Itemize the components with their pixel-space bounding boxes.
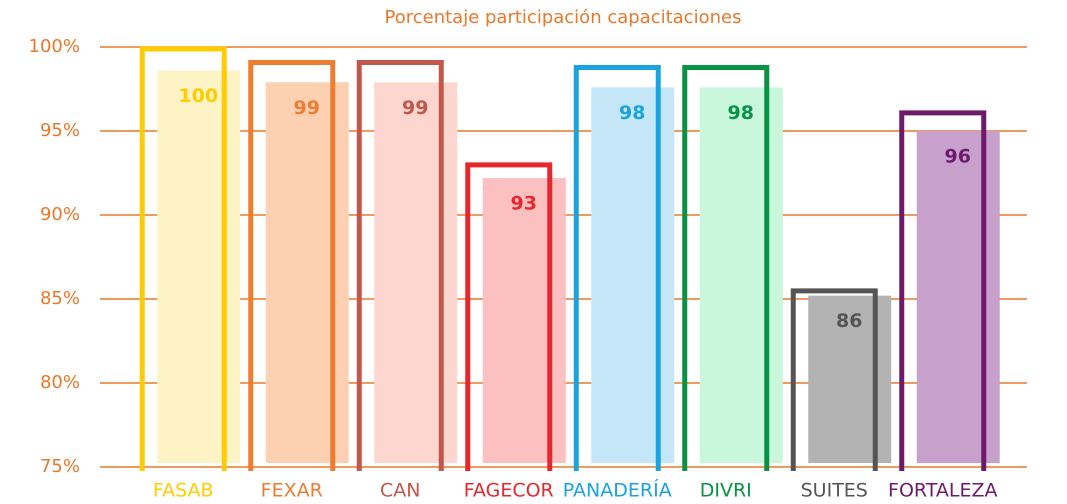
bar-fill [265, 82, 349, 463]
bar-fill [916, 131, 1000, 463]
bar-fill [699, 87, 783, 463]
bar-fill [157, 70, 241, 464]
x-tick-label: SUITES [801, 480, 868, 502]
data-label: 99 [402, 97, 428, 119]
y-tick-label: 75% [40, 456, 80, 477]
bar-outline [356, 59, 444, 471]
y-tick-label: 95% [40, 120, 80, 141]
bar-outline [573, 64, 661, 471]
data-label: 96 [945, 146, 971, 168]
data-label: 99 [294, 97, 320, 119]
bar-fill [482, 178, 566, 464]
bar-outline [682, 64, 770, 471]
y-tick-label: 85% [40, 288, 80, 309]
chart-title: Porcentaje participación capacitaciones [385, 7, 742, 28]
data-label: 93 [511, 193, 537, 215]
bar-outline [139, 46, 227, 471]
bar-fill [374, 82, 458, 463]
bar-outline [899, 110, 987, 471]
x-tick-label: FAGECOR [464, 480, 554, 502]
data-label: 98 [728, 102, 754, 124]
bar-outline [248, 59, 336, 471]
bar-outline [465, 162, 553, 471]
y-tick-label: 100% [29, 36, 80, 57]
y-tick-label: 90% [40, 204, 80, 225]
bar-fill [591, 87, 675, 463]
data-label: 100 [178, 85, 218, 107]
x-tick-label: FORTALEZA [888, 480, 997, 502]
data-label: 86 [836, 310, 862, 332]
bar-outline [790, 288, 878, 471]
x-tick-label: PANADERÍA [563, 479, 672, 502]
x-tick-label: CAN [380, 480, 420, 502]
y-tick-label: 80% [40, 372, 80, 393]
x-tick-label: FASAB [153, 480, 214, 502]
data-label: 98 [619, 102, 645, 124]
x-tick-label: DIVRI [700, 480, 752, 502]
x-tick-label: FEXAR [261, 480, 323, 502]
